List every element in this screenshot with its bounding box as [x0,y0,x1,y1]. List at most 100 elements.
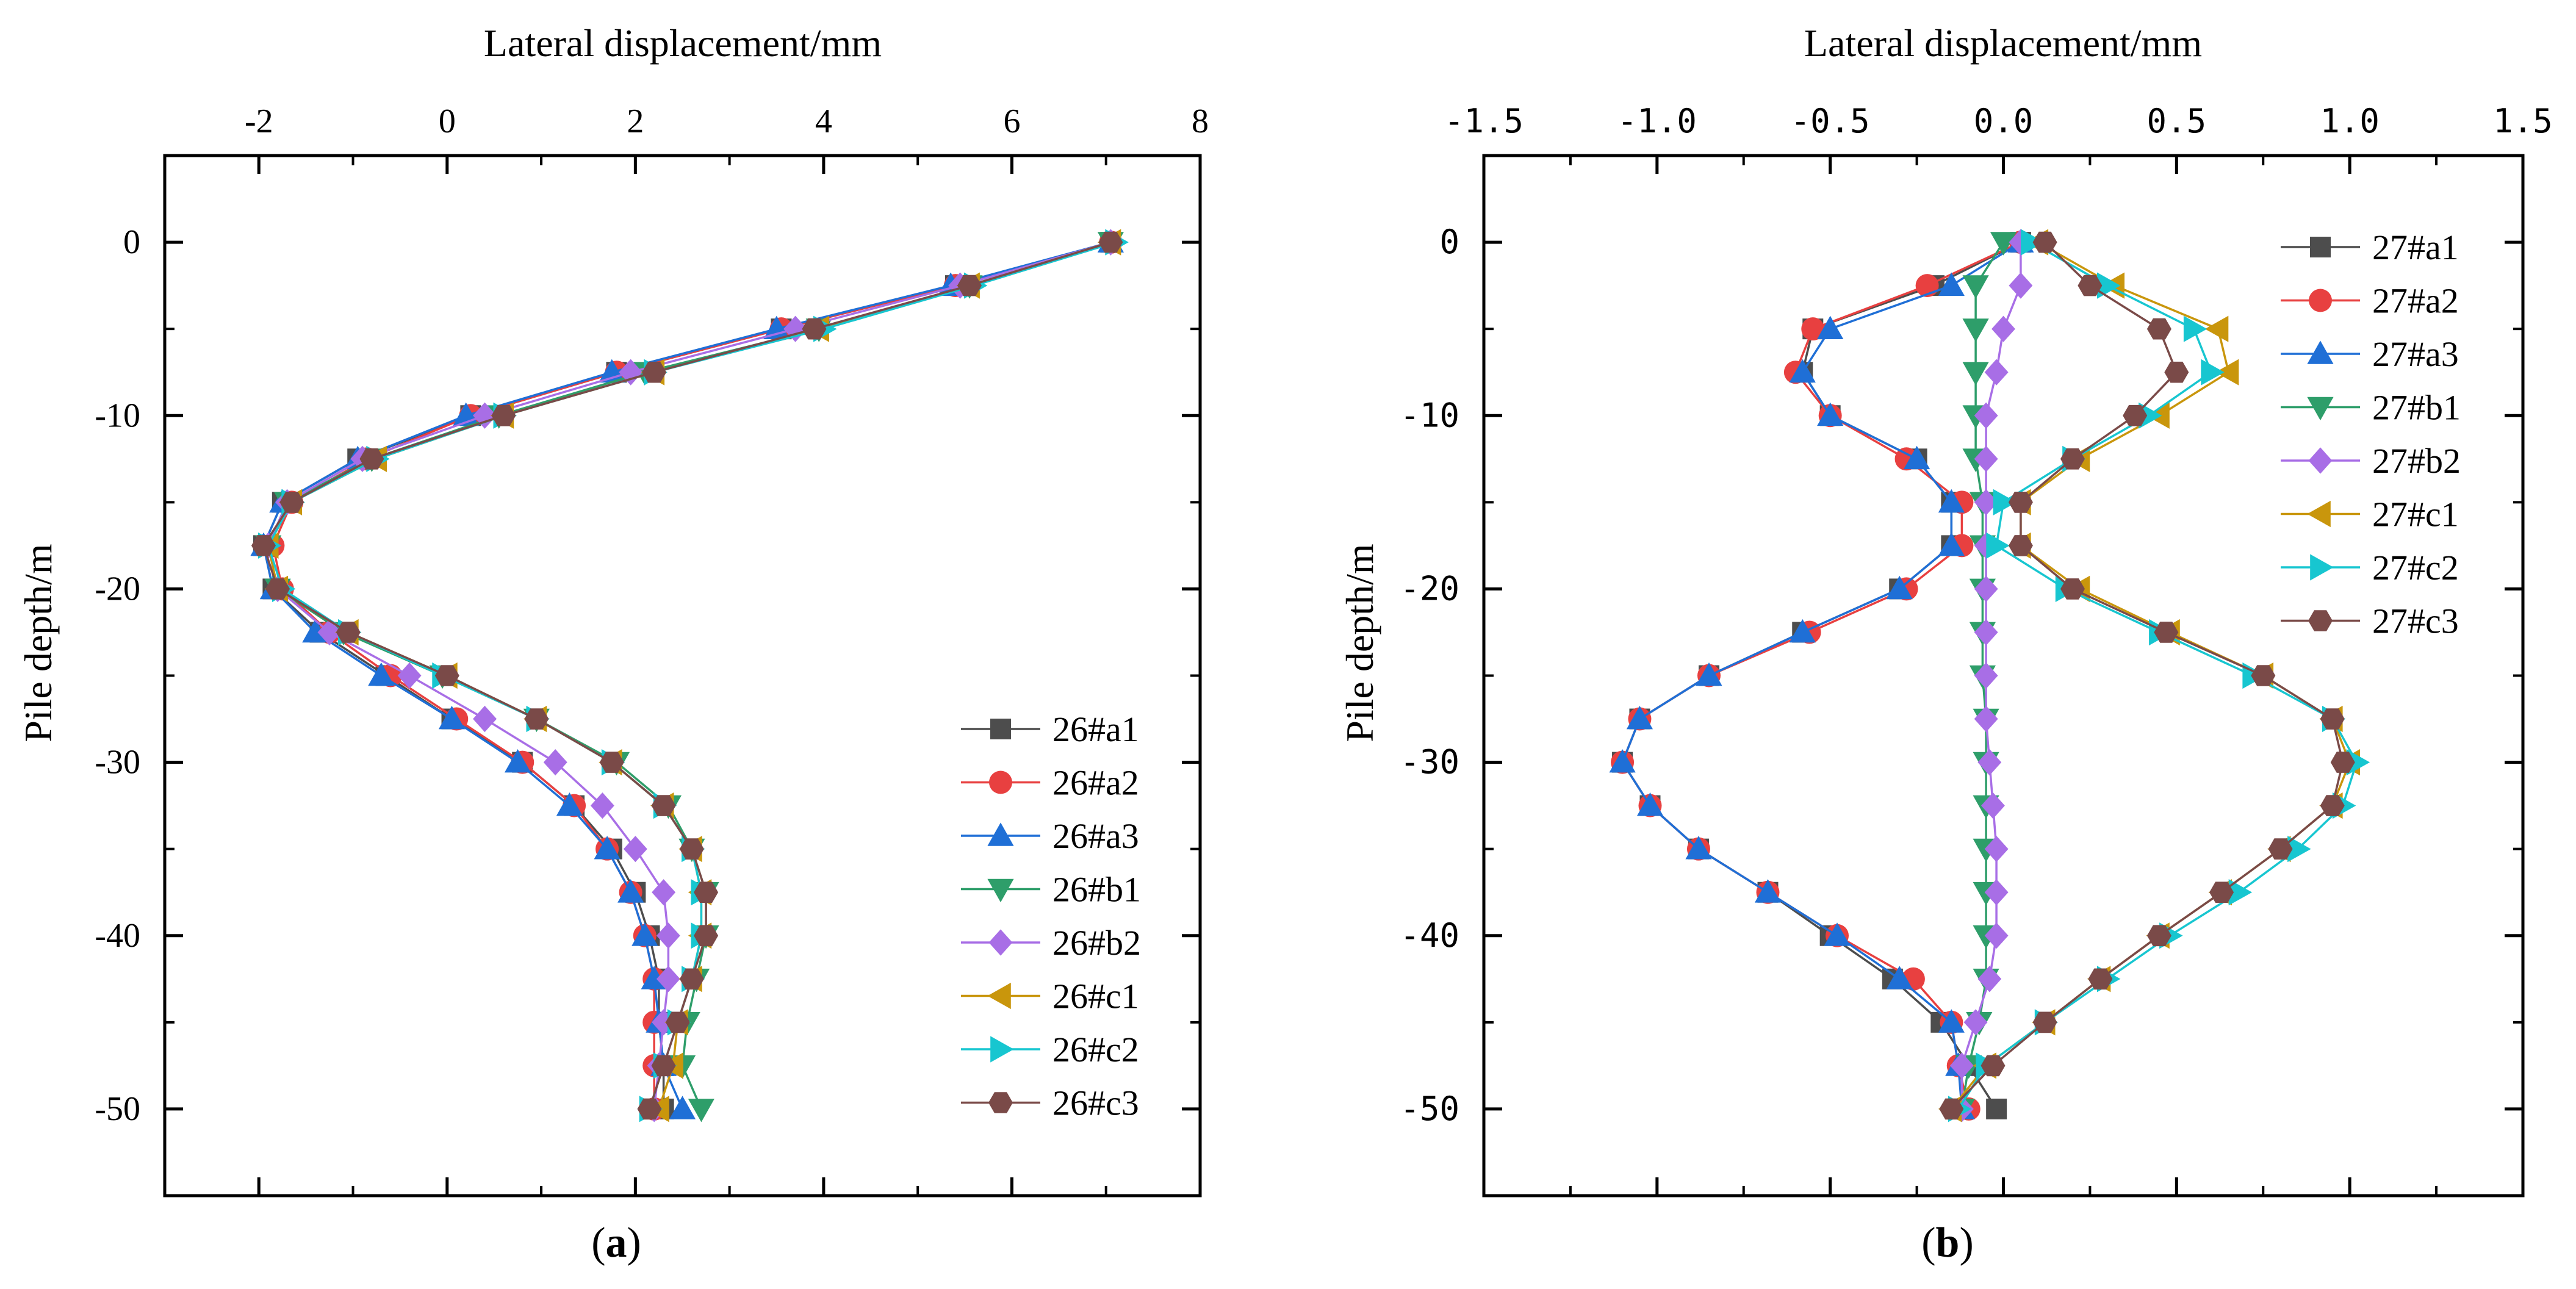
marker-triangle-up [1636,792,1664,816]
x-tick-label: 0 [439,102,456,140]
marker-diamond [397,662,422,689]
x-tick-label: -2 [245,102,273,140]
x-tick-label: -1.5 [1444,102,1524,140]
marker-diamond [1974,532,1998,559]
marker-hexagon [2164,361,2189,383]
marker-triangle-up [1886,575,1913,600]
marker-hexagon [694,881,719,903]
marker-diamond [1984,836,2009,863]
marker-triangle-left [2307,500,2331,528]
y-tick-label: -20 [95,570,140,608]
marker-triangle-up [2307,340,2334,364]
plot-frame [163,154,1202,1197]
marker-hexagon [2032,231,2057,253]
x-tick-label: 8 [1192,102,1209,140]
marker-diamond [1984,922,2009,949]
marker-hexagon [2251,665,2276,686]
plot-frame [1482,154,2525,1197]
marker-hexagon [2330,752,2355,773]
marker-hexagon [1098,231,1123,253]
marker-triangle-up [504,749,531,773]
x-tick-label: -1.0 [1617,102,1697,140]
legend-label: 27#a2 [2372,281,2459,321]
marker-triangle-up [987,822,1014,846]
legend-label: 27#c3 [2372,601,2459,641]
marker-diamond [988,929,1013,956]
marker-hexagon [642,361,667,383]
marker-hexagon [665,1011,690,1033]
panel-label: (b) [1921,1219,1974,1266]
axis-ticks: -2 0 2 4 6 80-10-20-30-40-50 [95,102,1209,1197]
marker-diamond [1974,445,1998,472]
marker-triangle-right [1993,489,2017,515]
y-axis-title: Pile depth/m [16,544,60,742]
marker-triangle-right [990,1036,1014,1063]
legend-label: 26#c2 [1052,1030,1139,1069]
y-tick-label: 0 [1439,223,1459,261]
marker-triangle-up [1789,359,1816,383]
marker-diamond [1977,749,2002,776]
marker-triangle-up [1754,879,1782,903]
marker-triangle-up [617,879,644,903]
marker-hexagon [336,622,361,643]
marker-hexagon [2308,610,2333,631]
legend: 26#a1 26#a2 26#a3 26#b1 26#b2 26#c1 26#c2 26#c3 [961,709,1141,1123]
marker-triangle-up [438,705,466,730]
marker-hexagon [599,752,624,773]
marker-diamond [1974,402,1998,429]
marker-triangle-right [2201,359,2225,386]
marker-triangle-right [2183,315,2207,342]
marker-diamond [623,836,647,863]
x-tick-label: 2 [627,102,644,140]
y-tick-label: -20 [1400,569,1459,608]
marker-diamond [1981,792,2005,819]
marker-diamond [473,705,497,733]
y-tick-label: -40 [95,917,140,955]
marker-diamond [1974,705,1998,733]
marker-hexagon [434,665,459,686]
marker-diamond [1974,619,1998,646]
legend-label: 26#b2 [1052,923,1141,963]
x-axis-title: Lateral displacement/mm [484,21,882,65]
marker-triangle-right [2021,229,2045,256]
marker-hexagon [2268,838,2293,860]
marker-triangle-down [987,878,1014,903]
marker-hexagon [2320,795,2345,816]
marker-diamond [1984,359,2009,386]
y-tick-label: -30 [1400,743,1459,781]
marker-diamond [590,792,614,819]
marker-hexagon [694,925,719,947]
marker-triangle-down [1962,318,1989,342]
x-tick-label: 4 [815,102,832,140]
marker-hexagon [2154,622,2179,643]
panel-a: Lateral displacement/mm Pile depth/m (a)… [16,21,1209,1266]
marker-triangle-up [631,922,658,946]
series-line-27#a1 [1621,241,2021,1110]
marker-hexagon [2060,448,2085,470]
marker-triangle-up [1696,662,1722,686]
marker-triangle-up [1626,705,1653,730]
marker-diamond [652,879,676,906]
x-tick-label: 1.0 [2320,102,2380,140]
marker-triangle-up [1886,966,1913,989]
marker-triangle-left [2204,315,2229,342]
marker-hexagon [359,448,384,470]
marker-circle [2309,289,2332,312]
marker-hexagon [2320,708,2345,730]
marker-circle [989,770,1012,794]
marker-diamond [656,922,680,949]
marker-hexagon [679,838,704,860]
marker-diamond [1991,315,2015,342]
legend-label: 27#b1 [2372,388,2461,428]
marker-triangle-right [2310,554,2334,581]
marker-triangle-right [2228,879,2253,906]
y-tick-label: -50 [1400,1090,1459,1128]
legend-label: 27#a3 [2372,334,2459,374]
marker-triangle-down [688,1099,714,1122]
marker-triangle-right [1986,532,2010,559]
marker-square [2310,237,2331,257]
marker-diamond [1974,575,1998,602]
marker-triangle-up [1609,749,1636,773]
marker-triangle-up [1817,315,1844,339]
